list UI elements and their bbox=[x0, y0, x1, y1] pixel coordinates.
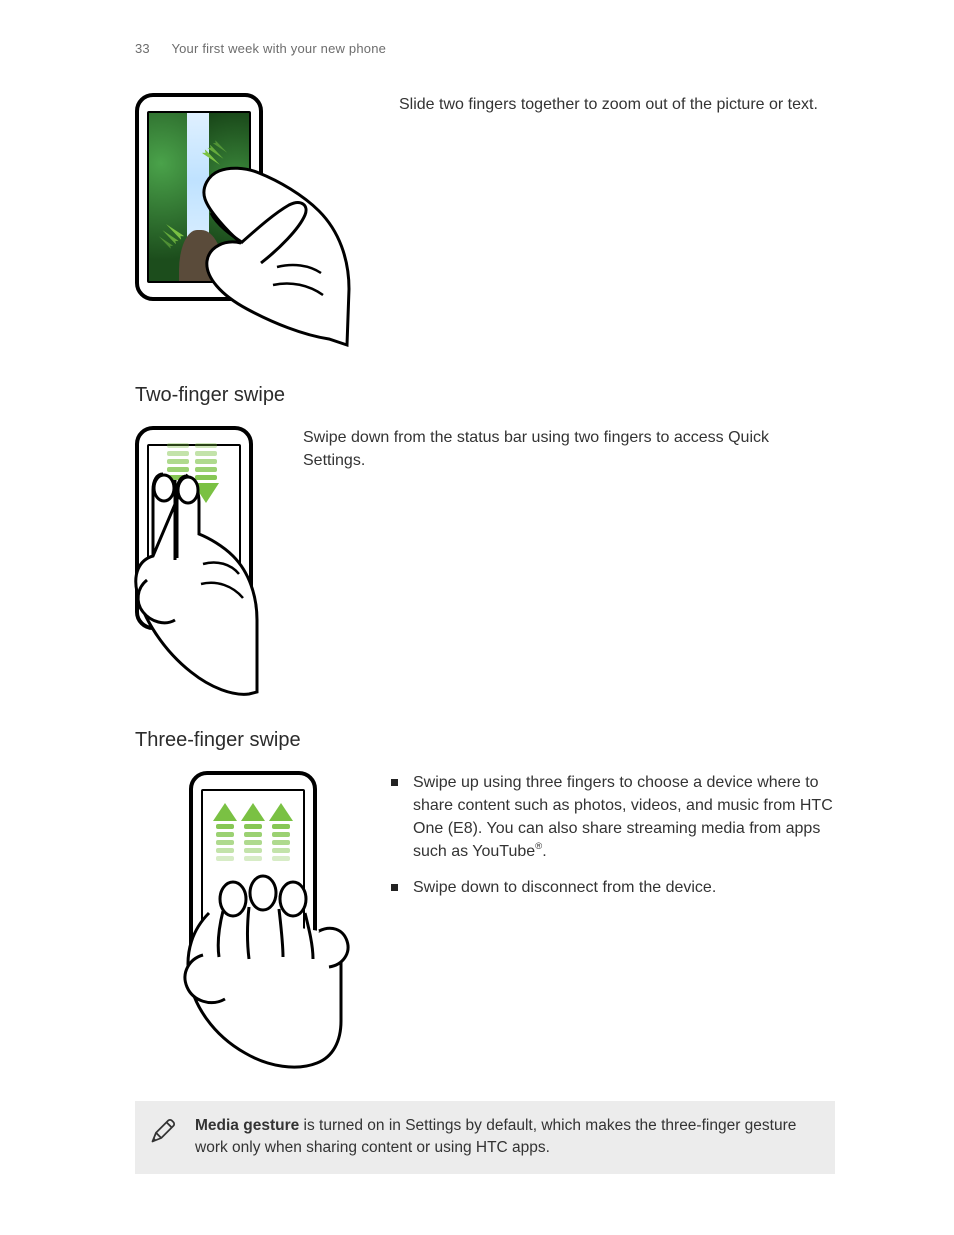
list-item: Swipe up using three fingers to choose a… bbox=[391, 771, 835, 864]
page-number: 33 bbox=[135, 41, 150, 56]
chapter-title: Your first week with your new phone bbox=[171, 41, 386, 56]
figure-pinch-out bbox=[135, 93, 335, 351]
note-callout: Media gesture is turned on in Settings b… bbox=[135, 1101, 835, 1174]
list-item: Swipe down to disconnect from the device… bbox=[391, 876, 835, 899]
two-finger-text: Swipe down from the status bar using two… bbox=[303, 426, 835, 472]
hand-icon bbox=[129, 468, 269, 698]
heading-three-finger: Three-finger swipe bbox=[135, 726, 835, 755]
figure-three-finger bbox=[159, 771, 349, 1071]
pinch-out-text: Slide two fingers together to zoom out o… bbox=[399, 93, 835, 116]
hand-icon bbox=[167, 843, 357, 1073]
heading-two-finger: Two-finger swipe bbox=[135, 381, 835, 410]
hand-icon bbox=[181, 139, 351, 349]
note-text: Media gesture is turned on in Settings b… bbox=[195, 1115, 817, 1160]
running-header: 33 Your first week with your new phone bbox=[135, 40, 835, 59]
pencil-icon bbox=[149, 1117, 185, 1145]
bullet-text: Swipe down to disconnect from the device… bbox=[413, 879, 716, 896]
section-two-finger: Two-finger swipe bbox=[135, 381, 835, 696]
section-pinch-out: Slide two fingers together to zoom out o… bbox=[135, 93, 835, 351]
note-bold-lead: Media gesture bbox=[195, 1117, 299, 1134]
figure-two-finger bbox=[135, 426, 255, 696]
section-three-finger: Three-finger swipe bbox=[135, 726, 835, 1071]
three-finger-list: Swipe up using three fingers to choose a… bbox=[391, 771, 835, 899]
bullet-text: Swipe up using three fingers to choose a… bbox=[413, 774, 833, 861]
